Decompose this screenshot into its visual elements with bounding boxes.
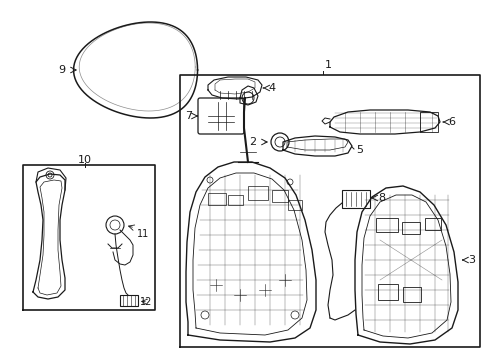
Text: 2: 2: [249, 137, 256, 147]
Bar: [341, 190, 369, 208]
Text: 9: 9: [59, 65, 65, 75]
Text: 12: 12: [140, 297, 152, 307]
Text: 5: 5: [355, 145, 362, 155]
Text: 10: 10: [78, 155, 92, 165]
Text: 1: 1: [324, 60, 331, 70]
Bar: [120, 295, 138, 306]
Bar: [287, 200, 302, 210]
Text: 6: 6: [447, 117, 454, 127]
Bar: [375, 218, 397, 232]
Bar: [419, 112, 437, 132]
Bar: [247, 186, 267, 200]
Text: 8: 8: [377, 193, 385, 203]
Bar: [402, 287, 420, 302]
Text: 7: 7: [184, 111, 192, 121]
Bar: [271, 190, 287, 202]
Bar: [424, 218, 440, 230]
Bar: [377, 284, 397, 300]
Text: 3: 3: [467, 255, 474, 265]
Text: 4: 4: [267, 83, 275, 93]
Bar: [207, 193, 225, 205]
Text: 11: 11: [137, 229, 149, 239]
Bar: [401, 222, 419, 234]
Bar: [227, 195, 243, 205]
